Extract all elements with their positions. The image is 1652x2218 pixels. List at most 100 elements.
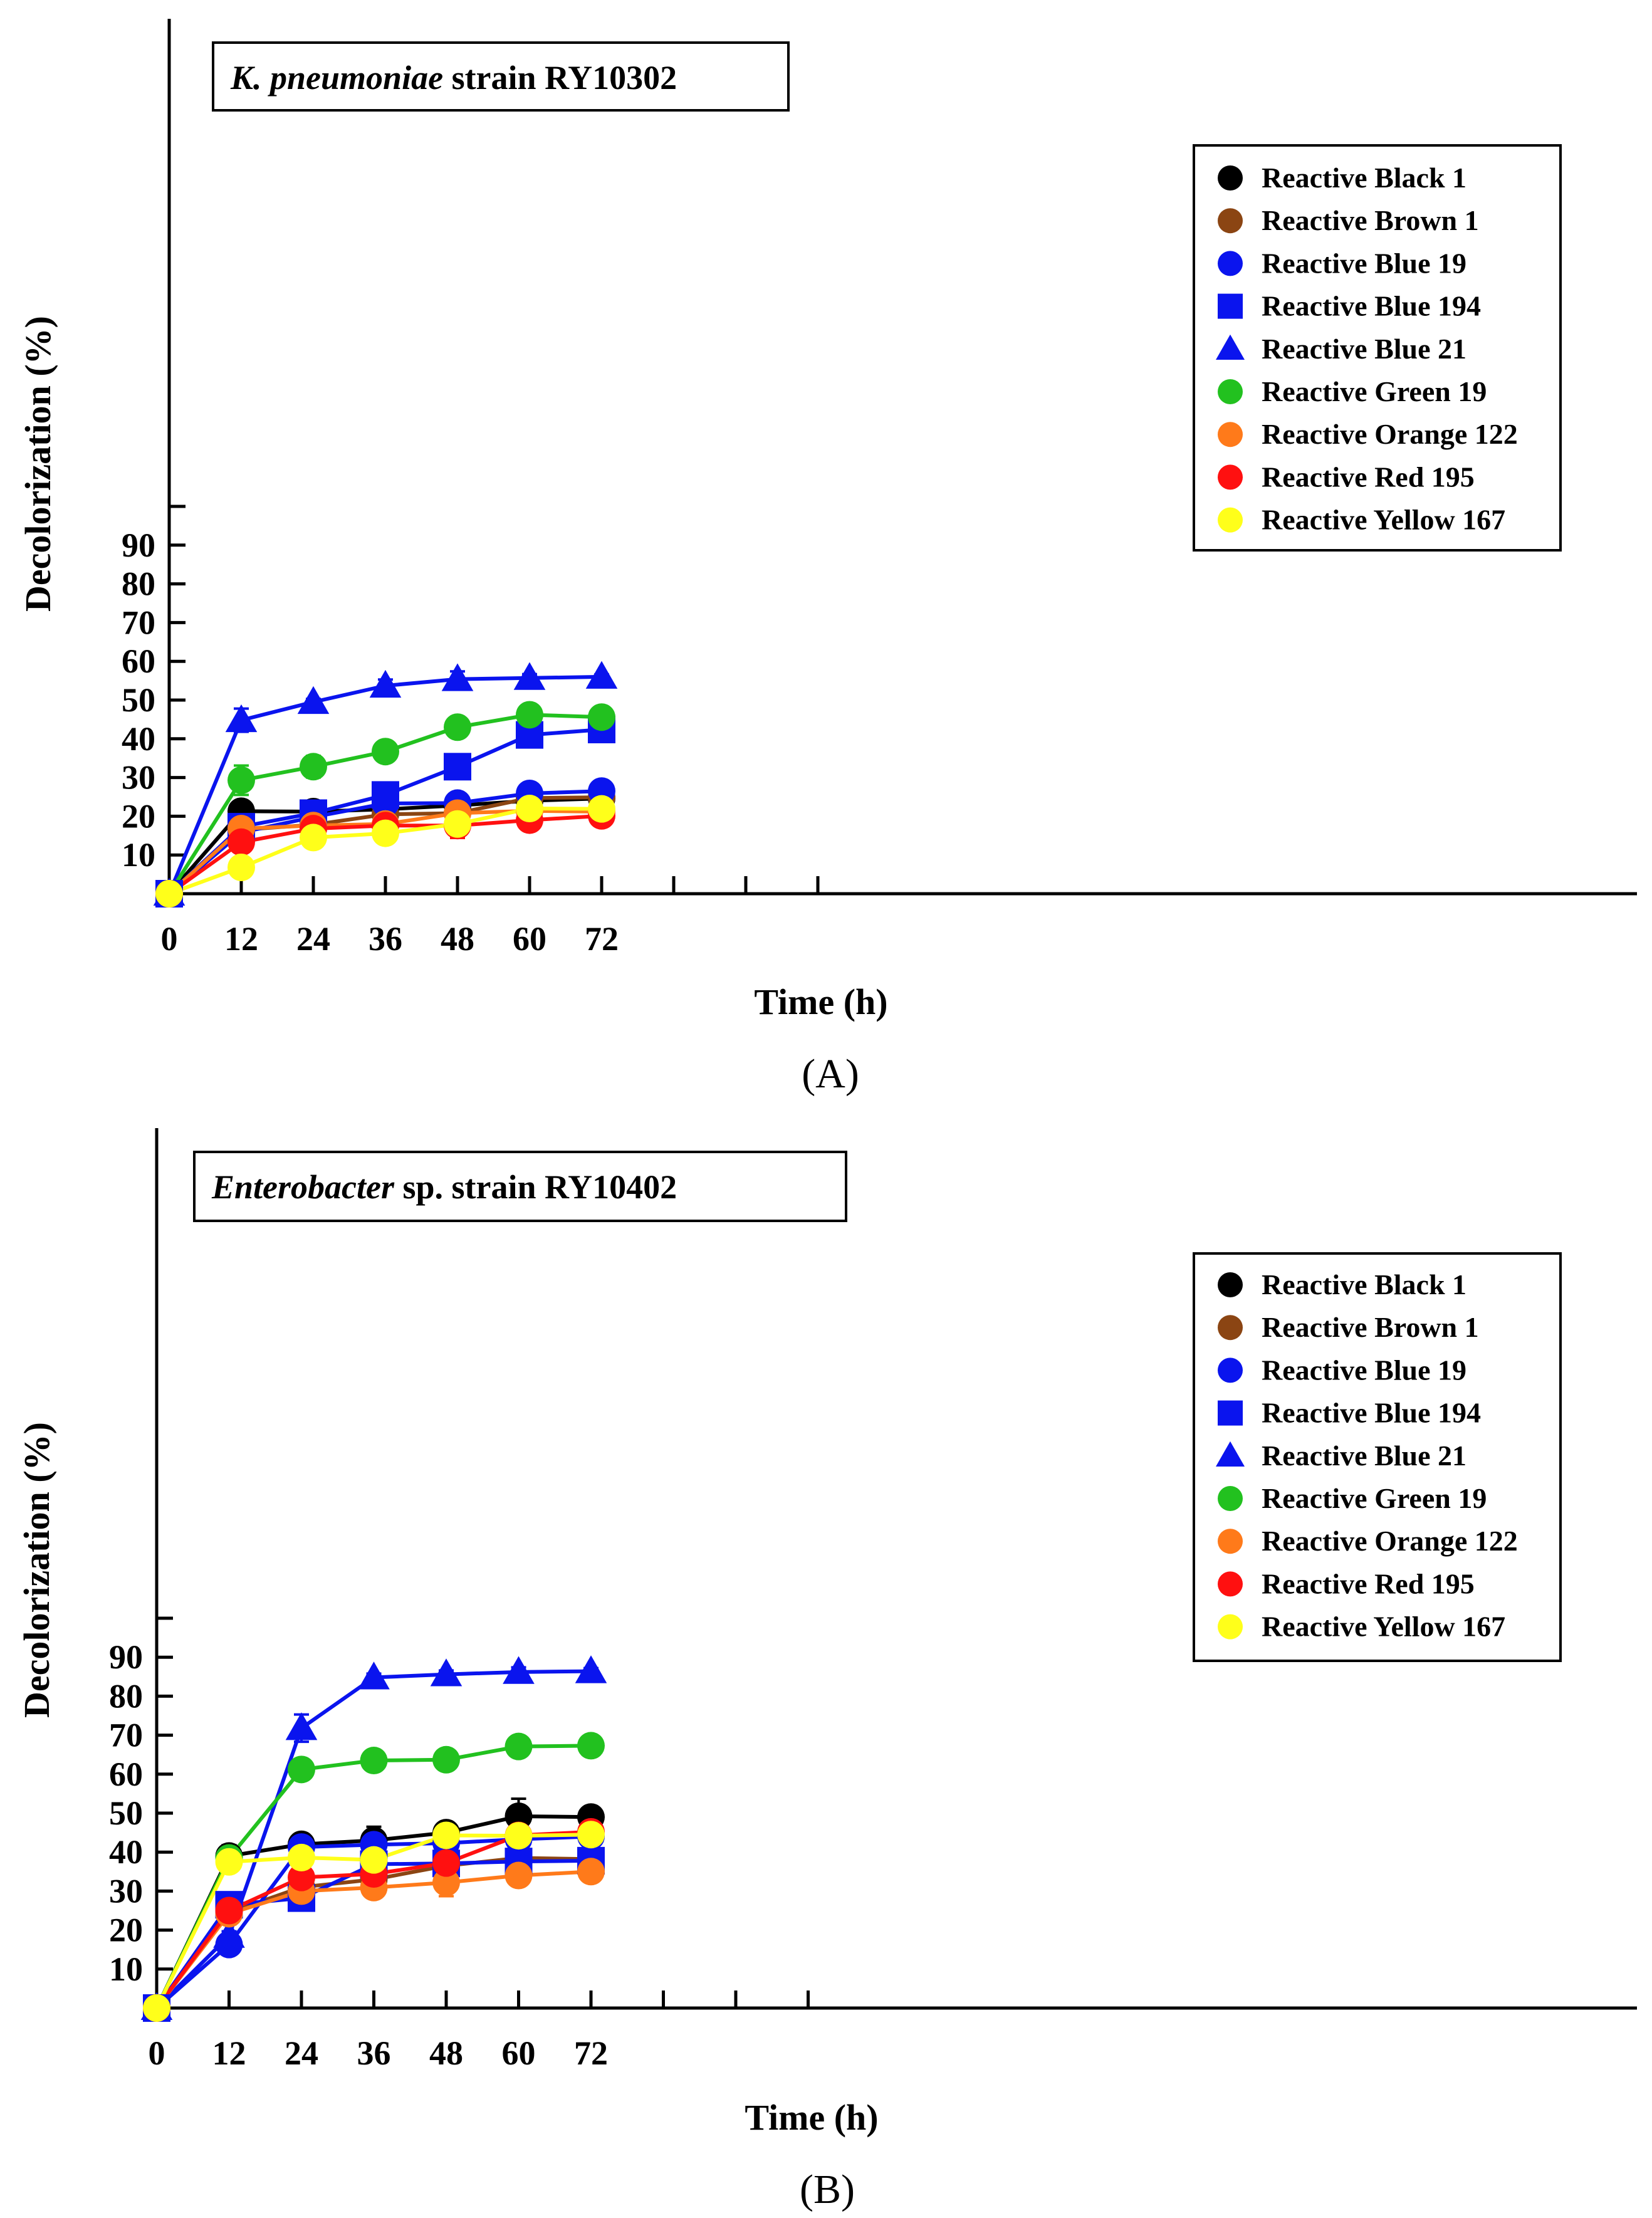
data-point-reactive-red-195: [432, 1849, 460, 1877]
data-point-reactive-green-19: [372, 738, 399, 766]
x-tick-label: 36: [357, 2034, 391, 2072]
legend: Reactive Black 1 Reactive Brown 1 Reactive…: [1193, 144, 1562, 552]
data-point-reactive-yellow-167: [288, 1843, 315, 1871]
x-tick-label: 0: [161, 920, 178, 958]
y-tick-label: 40: [122, 720, 155, 758]
data-point-reactive-orange-122: [432, 1868, 460, 1896]
data-point-reactive-blue-21: [430, 1658, 463, 1687]
chart-title-frame: [212, 41, 790, 112]
legend-marker-reactive-black-1: [1218, 165, 1243, 191]
y-tick-label: 80: [122, 565, 155, 603]
legend-marker-reactive-orange-122: [1218, 422, 1243, 447]
x-tick-label: 72: [585, 920, 619, 958]
legend-label: Reactive Orange 122: [1262, 418, 1518, 450]
legend-label: Reactive Yellow 167: [1262, 1611, 1505, 1643]
data-point-reactive-green-19: [504, 1732, 533, 1760]
legend-marker-reactive-yellow-167: [1218, 507, 1243, 533]
data-point-reactive-green-19: [588, 703, 615, 731]
legend-marker-reactive-yellow-167: [1218, 1614, 1243, 1640]
legend-marker-reactive-black-1: [1218, 1272, 1243, 1297]
legend-label: Reactive Black 1: [1262, 162, 1466, 194]
x-tick-label: 24: [285, 2034, 318, 2072]
legend-marker-reactive-blue-21: [1216, 334, 1245, 360]
data-point-reactive-yellow-167: [215, 1848, 243, 1876]
data-point-reactive-blue-21: [503, 1656, 535, 1684]
data-point-reactive-blue-21: [297, 686, 330, 714]
data-point-reactive-red-195: [288, 1863, 315, 1891]
data-point-reactive-green-19: [300, 753, 327, 781]
chart-title-box: Enterobacter sp. strain RY10402: [193, 1151, 847, 1222]
chart-title: K. pneumoniae strain RY10302: [230, 59, 677, 97]
data-point-reactive-green-19: [516, 701, 543, 729]
legend-label: Reactive Yellow 167: [1262, 504, 1505, 536]
panel-label: (B): [800, 2167, 855, 2212]
legend-label: Reactive Red 195: [1262, 461, 1475, 493]
y-tick-label: 90: [109, 1638, 143, 1676]
data-point-reactive-blue-21: [369, 669, 402, 698]
y-tick-label: 30: [122, 759, 155, 797]
data-point-reactive-yellow-167: [360, 1846, 388, 1874]
y-axis-title: Decolorization (%): [18, 316, 58, 612]
legend-frame: [1193, 1252, 1562, 1662]
x-tick-label: 60: [502, 2034, 536, 2072]
chart-title-box: K. pneumoniae strain RY10302: [212, 41, 790, 112]
y-tick-label: 20: [109, 1912, 143, 1949]
data-point-reactive-yellow-167: [227, 853, 255, 881]
x-tick-label: 48: [429, 2034, 463, 2072]
legend-marker-reactive-blue-21: [1216, 1441, 1245, 1467]
x-tick-label: 36: [369, 920, 402, 958]
y-tick-label: 50: [109, 1794, 143, 1832]
data-point-reactive-blue-21: [575, 1655, 607, 1683]
legend-marker-reactive-orange-122: [1218, 1529, 1243, 1554]
data-point-reactive-yellow-167: [504, 1822, 533, 1850]
legend-frame: [1193, 144, 1562, 552]
data-point-reactive-orange-122: [504, 1861, 533, 1890]
data-point-reactive-green-19: [444, 713, 471, 741]
y-tick-label: 70: [109, 1717, 143, 1754]
y-axis-title: Decolorization (%): [16, 1422, 57, 1718]
data-point-reactive-yellow-167: [143, 1994, 170, 2022]
data-point-reactive-blue-21: [513, 662, 546, 690]
legend-marker-reactive-blue-194: [1218, 1400, 1243, 1426]
y-tick-label: 60: [122, 642, 155, 680]
y-tick-label: 50: [122, 681, 155, 719]
data-markers: [140, 1655, 607, 2022]
data-point-reactive-yellow-167: [516, 795, 543, 823]
panel-label: (A): [802, 1051, 859, 1097]
data-point-reactive-green-19: [360, 1747, 388, 1775]
data-point-reactive-yellow-167: [300, 824, 327, 852]
data-point-reactive-blue-21: [213, 1920, 245, 1948]
data-point-reactive-blue-21: [225, 704, 258, 733]
legend-label: Reactive Blue 194: [1262, 290, 1481, 322]
legend-marker-reactive-green-19: [1218, 379, 1243, 404]
legend-label: Reactive Blue 194: [1262, 1397, 1481, 1429]
data-point-reactive-blue-21: [358, 1661, 390, 1690]
x-tick-label: 72: [574, 2034, 608, 2072]
chart-title-italic: Enterobacter: [211, 1168, 395, 1206]
error-bars: [221, 1666, 599, 1950]
y-tick-label: 60: [109, 1755, 143, 1793]
x-tick-label: 24: [296, 920, 330, 958]
legend-marker-reactive-brown-1: [1218, 208, 1243, 234]
y-tick-label: 10: [109, 1950, 143, 1988]
data-point-reactive-blue-21: [441, 663, 474, 691]
legend-label: Reactive Black 1: [1262, 1269, 1466, 1300]
data-point-reactive-blue-194: [444, 753, 471, 781]
data-point-reactive-orange-122: [577, 1858, 605, 1886]
x-tick-label: 0: [149, 2034, 165, 2072]
chart-title-rest: sp. strain RY10402: [394, 1168, 677, 1206]
legend-label: Reactive Blue 19: [1262, 1354, 1466, 1386]
x-tick-label: 12: [212, 2034, 246, 2072]
chart-title-frame: [193, 1151, 847, 1222]
y-tick-label: 30: [109, 1872, 143, 1910]
legend-label: Reactive Orange 122: [1262, 1525, 1518, 1557]
data-point-reactive-yellow-167: [372, 819, 399, 847]
legend-marker-reactive-red-195: [1218, 464, 1243, 490]
y-tick-label: 90: [122, 526, 155, 564]
legend: Reactive Black 1 Reactive Brown 1 Reactive…: [1193, 1252, 1562, 1662]
legend-label: Reactive Blue 19: [1262, 247, 1466, 279]
